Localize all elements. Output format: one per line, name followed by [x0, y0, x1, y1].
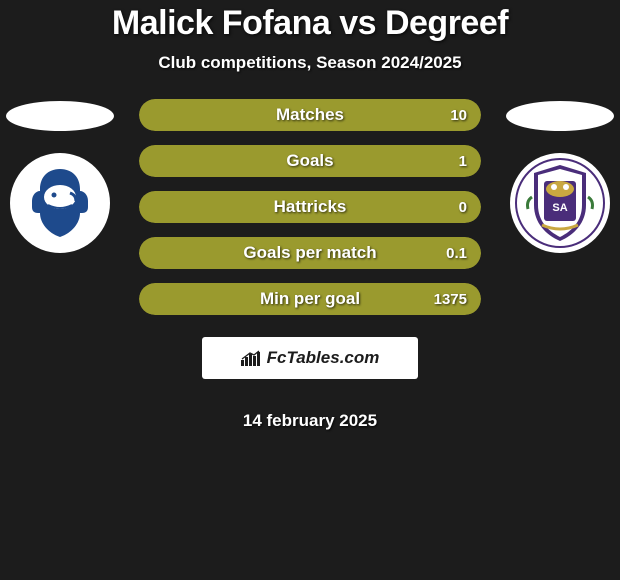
- page-title: Malick Fofana vs Degreef: [112, 4, 508, 43]
- brand-watermark: FcTables.com: [202, 337, 418, 379]
- stat-right-value: 10: [450, 107, 467, 124]
- comparison-date: 14 february 2025: [243, 411, 377, 431]
- season-subtitle: Club competitions, Season 2024/2025: [158, 53, 461, 73]
- stat-label: Min per goal: [260, 289, 360, 309]
- anderlecht-badge-icon: SA: [512, 155, 608, 251]
- stat-right-value: 1: [459, 153, 467, 170]
- team-badge-right: SA: [510, 153, 610, 253]
- brand-label: FcTables.com: [267, 348, 380, 368]
- right-player-column: SA: [500, 99, 620, 253]
- player-photo-placeholder-right: [506, 101, 614, 131]
- stat-row-matches: Matches 10: [139, 99, 481, 131]
- stat-row-min-per-goal: Min per goal 1375: [139, 283, 481, 315]
- comparison-card: Malick Fofana vs Degreef Club competitio…: [0, 0, 620, 431]
- gent-badge-icon: [18, 161, 102, 245]
- stat-label: Hattricks: [274, 197, 347, 217]
- stat-right-value: 1375: [434, 291, 467, 308]
- stat-row-hattricks: Hattricks 0: [139, 191, 481, 223]
- stat-right-value: 0.1: [446, 245, 467, 262]
- main-area: Matches 10 Goals 1 Hattricks 0: [0, 99, 620, 431]
- left-player-column: [0, 99, 120, 253]
- stat-label: Goals: [286, 151, 333, 171]
- player-photo-placeholder-left: [6, 101, 114, 131]
- stat-right-value: 0: [459, 199, 467, 216]
- stat-label: Matches: [276, 105, 344, 125]
- stat-row-goals: Goals 1: [139, 145, 481, 177]
- stat-label: Goals per match: [243, 243, 376, 263]
- team-badge-left: [10, 153, 110, 253]
- chart-icon: [241, 350, 261, 366]
- stat-row-goals-per-match: Goals per match 0.1: [139, 237, 481, 269]
- stats-column: Matches 10 Goals 1 Hattricks 0: [120, 99, 500, 431]
- svg-text:SA: SA: [552, 202, 567, 214]
